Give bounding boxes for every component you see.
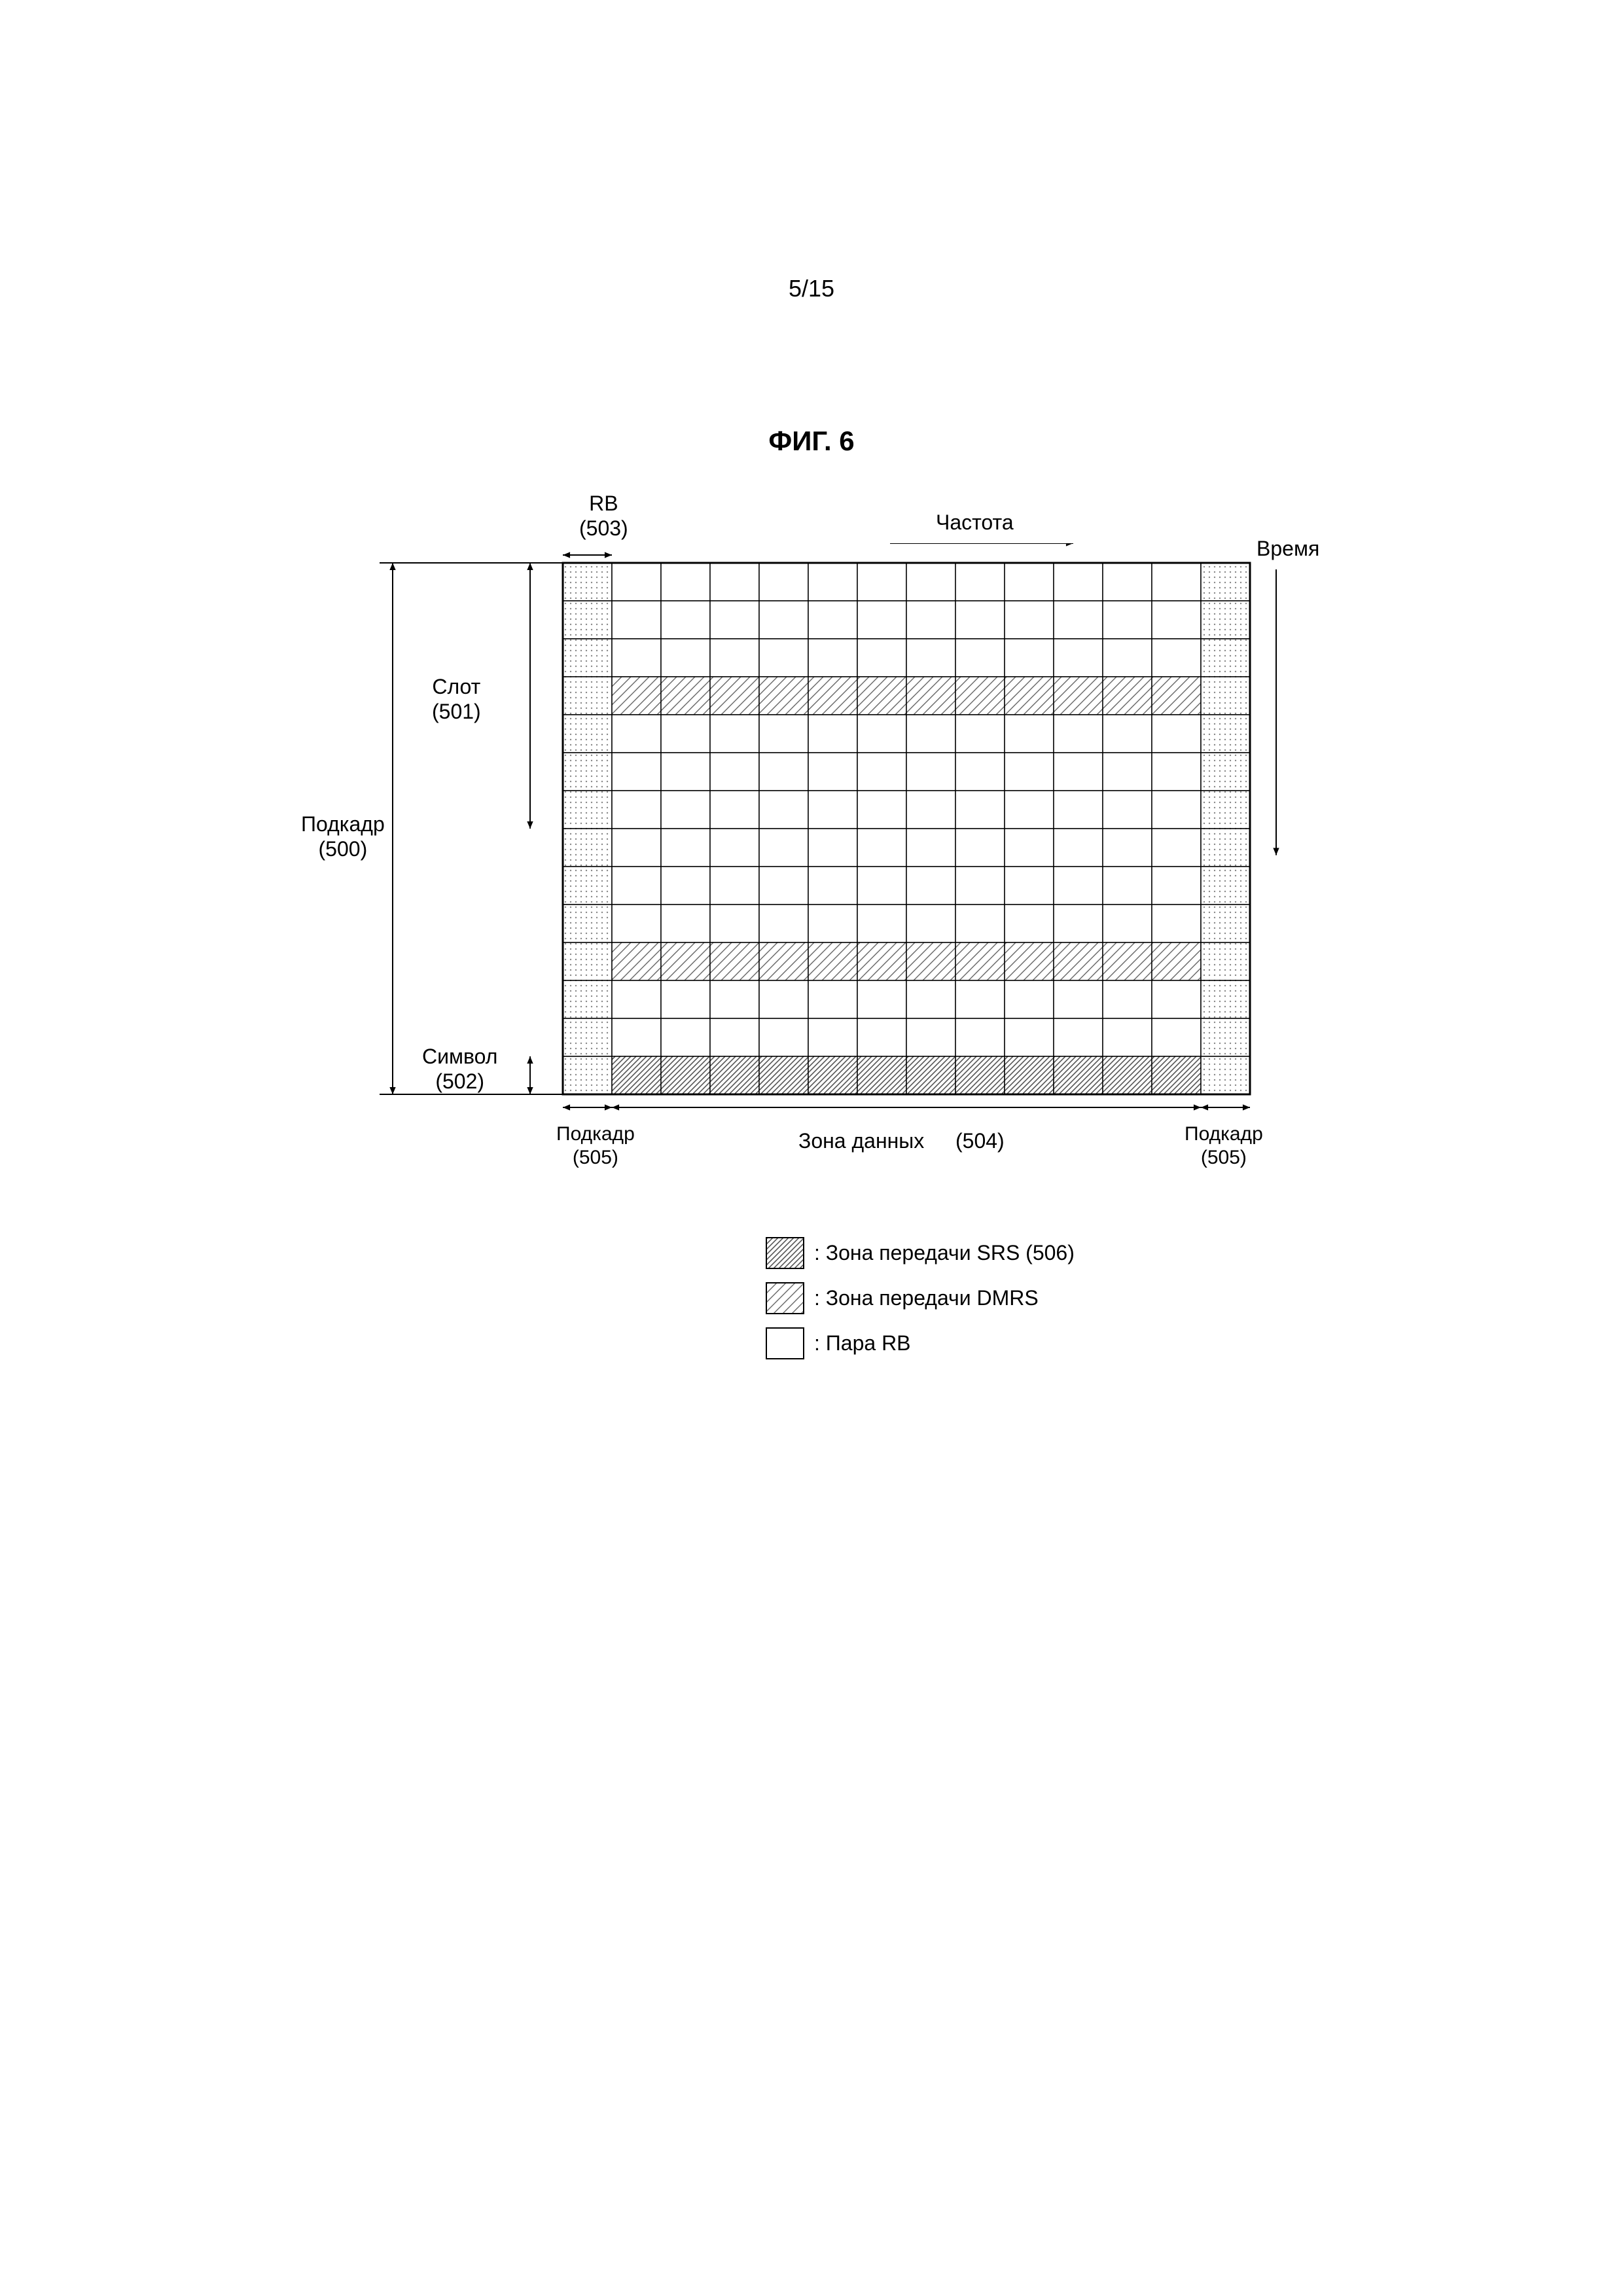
legend-srs-text: : Зона передачи SRS (506) <box>814 1241 1075 1265</box>
legend-dmrs-text: : Зона передачи DMRS <box>814 1286 1039 1310</box>
legend-rb-text: : Пара RB <box>814 1331 911 1355</box>
legend-rb-swatch <box>766 1327 804 1359</box>
legend-row-rb: : Пара RB <box>766 1327 1075 1359</box>
subframe-text: Подкадр <box>301 812 385 836</box>
frequency-label: Частота <box>936 511 1014 535</box>
rb-ref: (503) <box>579 516 628 540</box>
rb-text: RB <box>589 492 618 515</box>
legend-srs-swatch <box>766 1237 804 1269</box>
bottom-subframe-left-ref: (505) <box>573 1147 618 1168</box>
resource-grid <box>380 543 1296 1132</box>
legend-row-srs: : Зона передачи SRS (506) <box>766 1237 1075 1269</box>
legend-dmrs-swatch <box>766 1282 804 1314</box>
subframe-ref: (500) <box>319 837 368 861</box>
subframe-label: Подкадр (500) <box>301 812 385 862</box>
page-number: 5/15 <box>789 275 834 302</box>
rb-label: RB (503) <box>579 491 628 541</box>
bottom-subframe-right-ref: (505) <box>1201 1147 1247 1168</box>
legend-row-dmrs: : Зона передачи DMRS <box>766 1282 1075 1314</box>
data-zone-ref: (504) <box>955 1129 1005 1153</box>
legend: : Зона передачи SRS (506) : Зона передач… <box>766 1237 1075 1372</box>
figure-title: ФИГ. 6 <box>768 425 854 457</box>
data-zone-label: Зона данных <box>798 1129 924 1153</box>
